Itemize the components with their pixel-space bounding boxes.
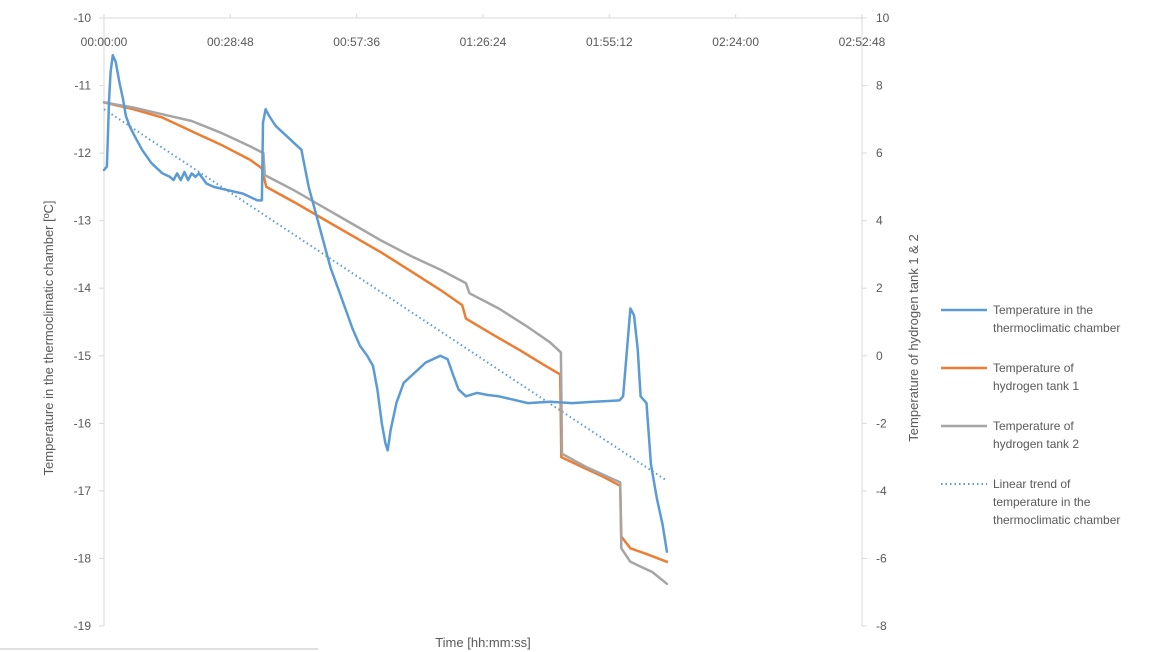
series-line-3 [102,101,669,586]
series-line-2 [102,101,669,564]
y-axis-title: Temperature in the thermoclimatic chambe… [41,201,56,476]
legend-label-2: hydrogen tank 1 [993,379,1079,393]
x-axis-title: Time [hh:mm:ss] [435,635,531,650]
x-tick-label: 01:55:12 [586,35,633,49]
legend-label-3: Temperature of [993,419,1074,433]
y2-tick-label: -4 [876,484,887,498]
y-tick-label: -11 [75,79,92,93]
y2-tick-label: 0 [876,349,883,363]
y-tick-label: -18 [74,551,92,565]
series-line-1 [102,53,669,553]
y2-tick-label: 8 [876,79,883,93]
y2-tick-label: -8 [876,619,887,633]
legend-label-3: hydrogen tank 2 [993,437,1079,451]
y-tick-label: -15 [74,349,92,363]
legend-label-2: Temperature of [993,361,1074,375]
y2-tick-label: 6 [876,146,883,160]
y2-axis-title: Temperature of hydrogen tank 1 & 2 [906,234,921,441]
y-tick-label: -17 [74,484,92,498]
y-tick-label: -16 [74,416,92,430]
y2-tick-label: 10 [876,11,890,25]
y-tick-label: -19 [74,619,92,633]
legend-label-1: thermoclimatic chamber [993,321,1120,335]
legend-label-4: temperature in the [993,495,1091,509]
y2-tick-label: -6 [876,551,887,565]
y-tick-label: -10 [74,11,92,25]
x-tick-label: 02:24:00 [712,35,759,49]
legend: Temperature in the thermoclimatic chamber… [941,303,1120,527]
x-tick-label: 00:28:48 [207,35,254,49]
legend-label-1: Temperature in the [993,303,1093,317]
y-tick-label: -14 [74,281,92,295]
x-tick-label: 00:00:00 [81,35,128,49]
legend-label-4: Linear trend of [993,477,1071,491]
legend-label-4: thermoclimatic chamber [993,513,1120,527]
series-line-4 [103,108,668,482]
series-group [102,53,669,586]
y2-tick-label: 4 [876,214,883,228]
y2-tick-label: -2 [876,416,887,430]
x-tick-label: 02:52:48 [839,35,886,49]
x-tick-label: 00:57:36 [333,35,380,49]
y-tick-label: -13 [74,214,92,228]
axes-group [0,14,867,650]
tick-labels-group: -19-18-17-16-15-14-13-12-11-10-8-6-4-202… [74,11,890,633]
y-tick-label: -12 [74,146,92,160]
x-tick-label: 01:26:24 [460,35,507,49]
y2-tick-label: 2 [876,281,883,295]
